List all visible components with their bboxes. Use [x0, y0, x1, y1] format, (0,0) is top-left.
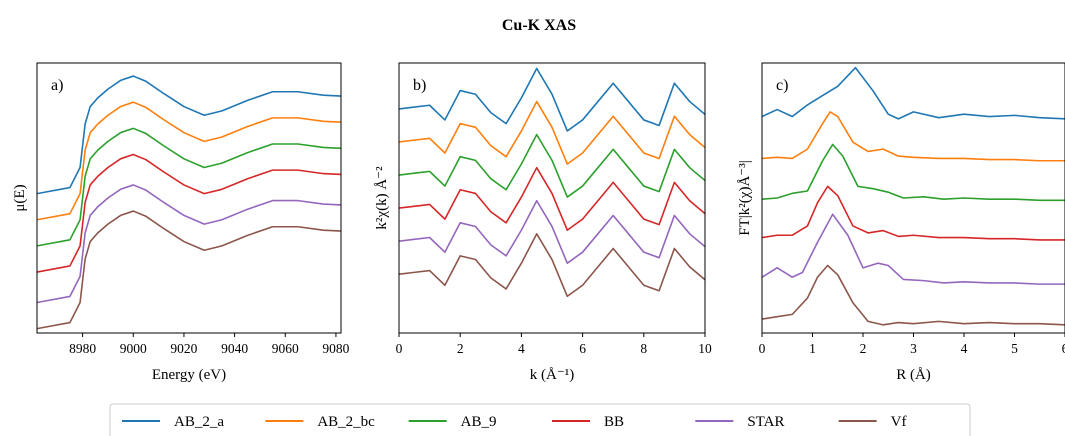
- x-tick-label: 3: [910, 341, 917, 356]
- x-tick-label: 9080: [322, 341, 349, 356]
- x-tick-label: 2: [860, 341, 867, 356]
- x-tick-label: 8: [640, 341, 647, 356]
- legend-item-ab-2-a: AB_2_a: [122, 414, 224, 430]
- series-line-ab-2-bc: [37, 101, 341, 221]
- series-lines: [762, 66, 1065, 326]
- figure-title: Cu-K XAS: [502, 17, 576, 34]
- x-tick-label: 9000: [120, 341, 147, 356]
- x-tick-label: 9040: [221, 341, 248, 356]
- series-line-ab-2-a: [762, 66, 1065, 120]
- legend-item-star: STAR: [695, 414, 784, 430]
- legend-label: AB_2_bc: [317, 414, 375, 430]
- x-tick-label: 5: [1011, 341, 1018, 356]
- x-tick-label: 6: [1062, 341, 1065, 356]
- legend-label: STAR: [747, 414, 784, 430]
- series-lines: [399, 67, 705, 298]
- x-axis-label: R (Å): [896, 367, 931, 383]
- x-tick-label: 6: [579, 341, 586, 356]
- plot-frame: [36, 62, 342, 334]
- legend-box: [109, 403, 971, 436]
- legend-label: Vf: [891, 414, 907, 430]
- x-tick-label: 8980: [69, 341, 96, 356]
- series-line-star: [399, 199, 705, 264]
- legend-item-vf: Vf: [838, 414, 907, 430]
- panel-label: b): [413, 77, 426, 94]
- series-line-bb: [762, 185, 1065, 241]
- legend-label: BB: [604, 414, 624, 430]
- series-line-vf: [37, 210, 341, 330]
- series-line-bb: [399, 166, 705, 231]
- y-axis-label: FT|k²(χ)Å⁻³|: [737, 160, 753, 235]
- series-line-ab-2-a: [399, 67, 705, 132]
- x-axis-label: k (Å⁻¹): [530, 367, 575, 383]
- plot-frame: [398, 62, 706, 334]
- x-tick-label: 1: [809, 341, 816, 356]
- panel-label: c): [776, 77, 788, 94]
- x-axis-label: Energy (eV): [152, 367, 226, 383]
- series-line-vf: [762, 264, 1065, 326]
- panel-1: 8980 9000 9020 9040 9060 9080 a) Energy (eV) μ(E…: [12, 62, 350, 383]
- x-tick-label: 9020: [170, 341, 197, 356]
- series-line-bb: [37, 153, 341, 273]
- series-line-ab-9: [399, 133, 705, 198]
- legend-item-ab-9: AB_9: [408, 414, 497, 430]
- legend-label: AB_2_a: [174, 414, 224, 430]
- x-tick-label: 4: [961, 341, 968, 356]
- panel-2: 0 2 4 6 8 10 b) k (Å⁻¹) k²χ(k) Å⁻²: [374, 62, 712, 383]
- chart-panels: 8980 9000 9020 9040 9060 9080 a) Energy (eV) μ(E…: [12, 62, 1065, 383]
- legend: AB_2_a AB_2_bc AB_9 BB STAR Vf: [109, 403, 971, 436]
- legend-item-bb: BB: [552, 414, 624, 430]
- series-line-ab-2-bc: [762, 111, 1065, 162]
- series-line-vf: [399, 233, 705, 298]
- legend-item-ab-2-bc: AB_2_bc: [265, 414, 375, 430]
- x-tick-label: 0: [759, 341, 766, 356]
- x-tick-label: 2: [457, 341, 464, 356]
- x-tick-label: 10: [698, 341, 712, 356]
- panel-3: 0 1 2 3 4 5 6 c) R (Å) FT|k²(χ)Å⁻³|: [737, 62, 1065, 383]
- series-line-star: [762, 213, 1065, 285]
- legend-label: AB_9: [461, 414, 497, 430]
- series-line-ab-9: [762, 143, 1065, 202]
- series-line-ab-2-a: [37, 75, 341, 195]
- series-line-star: [37, 184, 341, 304]
- panel-label: a): [51, 77, 63, 94]
- series-line-ab-2-bc: [399, 100, 705, 165]
- x-tick-label: 9060: [272, 341, 299, 356]
- y-axis-label: k²χ(k) Å⁻²: [374, 166, 390, 230]
- x-tick-label: 0: [396, 341, 403, 356]
- series-lines: [37, 75, 341, 330]
- series-line-ab-9: [37, 127, 341, 247]
- x-tick-label: 4: [518, 341, 525, 356]
- y-axis-label: μ(E): [12, 184, 28, 211]
